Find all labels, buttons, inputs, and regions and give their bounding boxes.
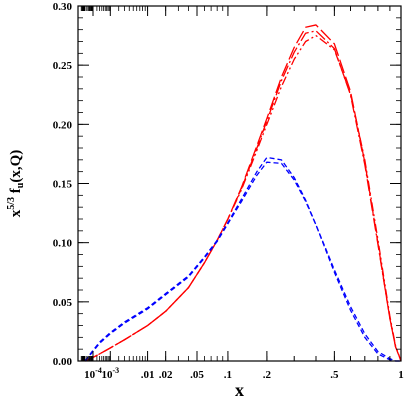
series-line-1 xyxy=(84,24,402,362)
x-tick-exponent: -3 xyxy=(112,366,119,375)
x-tick-label: .02 xyxy=(159,369,173,381)
x-tick-label: 10-4 xyxy=(84,366,102,381)
x-tick-mantissa: 10 xyxy=(84,369,96,381)
y-axis-title-args: (x,Q) xyxy=(8,150,24,183)
x-tick-label: .01 xyxy=(141,369,155,381)
series-line-3 xyxy=(84,34,402,362)
x-tick-label: .05 xyxy=(190,369,204,381)
y-tick-label: 0.05 xyxy=(53,297,73,309)
y-tick-label: 0.20 xyxy=(53,119,73,131)
series-line-4 xyxy=(84,156,401,362)
y-tick-label: 0.00 xyxy=(53,356,73,368)
plot-frame xyxy=(77,5,402,362)
y-axis-title-base: x xyxy=(8,209,24,217)
x-tick-mantissa: 10 xyxy=(101,369,113,381)
series-line-5 xyxy=(84,161,401,362)
y-axis-title-exp: 5/3 xyxy=(6,197,17,210)
x-tick-label: .1 xyxy=(224,369,232,381)
x-tick-label: 10-3 xyxy=(101,366,119,381)
x-tick-exponent: -4 xyxy=(95,366,102,375)
x-tick-label: 1 xyxy=(398,369,404,381)
y-axis: 0.00 0.05 0.10 0.15 0.20 0.25 0.30 xyxy=(53,1,401,368)
y-axis-title: x5/3 fu(x,Q) xyxy=(6,150,26,218)
x-tick-label: .5 xyxy=(330,369,339,381)
series-line-2 xyxy=(84,30,402,362)
plot-lines xyxy=(84,24,402,362)
x-tick-label: .2 xyxy=(263,369,272,381)
y-tick-label: 0.10 xyxy=(53,238,73,250)
y-axis-title-rest: f xyxy=(8,187,24,197)
x-axis-title: x xyxy=(235,380,244,400)
x-axis: 10-4 10-3.01.02.05.1.2.5 1 xyxy=(80,6,404,381)
y-tick-label: 0.25 xyxy=(53,60,73,72)
y-tick-label: 0.15 xyxy=(53,179,73,191)
y-axis-title-sub: u xyxy=(15,182,26,188)
y-tick-label: 0.30 xyxy=(53,1,73,13)
